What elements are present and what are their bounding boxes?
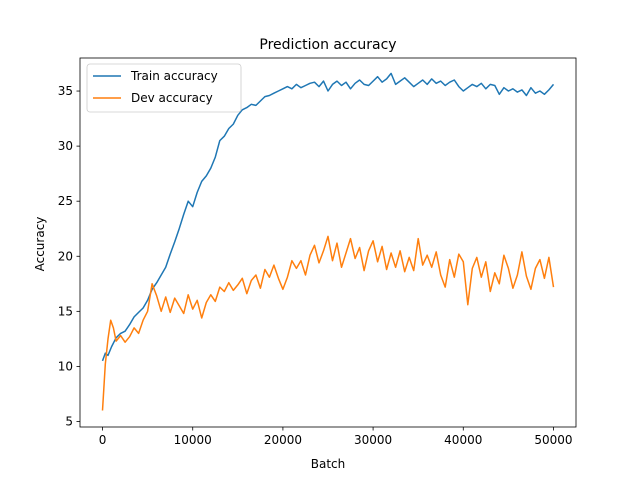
chart-title: Prediction accuracy — [259, 37, 396, 53]
y-tick-label: 35 — [58, 84, 73, 98]
legend-label-dev: Dev accuracy — [131, 91, 213, 105]
y-tick-label: 20 — [58, 249, 73, 263]
y-tick-label: 10 — [58, 359, 73, 373]
legend-frame — [86, 63, 242, 113]
series-line-dev-accuracy — [101, 235, 555, 411]
series-line-train-accuracy — [101, 72, 555, 362]
x-tick-label: 0 — [99, 433, 107, 447]
axes-frame — [79, 57, 577, 428]
y-axis-ticks: 5 10 15 20 25 30 35 — [58, 84, 80, 428]
legend-label-train: Train accuracy — [130, 69, 218, 83]
y-axis-label: Accuracy — [33, 217, 47, 272]
x-tick-label: 20000 — [264, 433, 302, 447]
y-tick-label: 25 — [58, 194, 73, 208]
y-tick-label: 15 — [58, 304, 73, 318]
legend: Train accuracy Dev accuracy — [86, 63, 242, 113]
x-tick-label: 50000 — [534, 433, 572, 447]
x-tick-label: 10000 — [174, 433, 212, 447]
plot-lines — [101, 72, 555, 411]
y-tick-label: 5 — [65, 414, 73, 428]
x-tick-label: 40000 — [444, 433, 482, 447]
x-tick-label: 30000 — [354, 433, 392, 447]
y-tick-label: 30 — [58, 139, 73, 153]
x-axis-label: Batch — [311, 457, 346, 471]
x-axis-ticks: 0 10000 20000 30000 40000 50000 — [99, 427, 573, 447]
